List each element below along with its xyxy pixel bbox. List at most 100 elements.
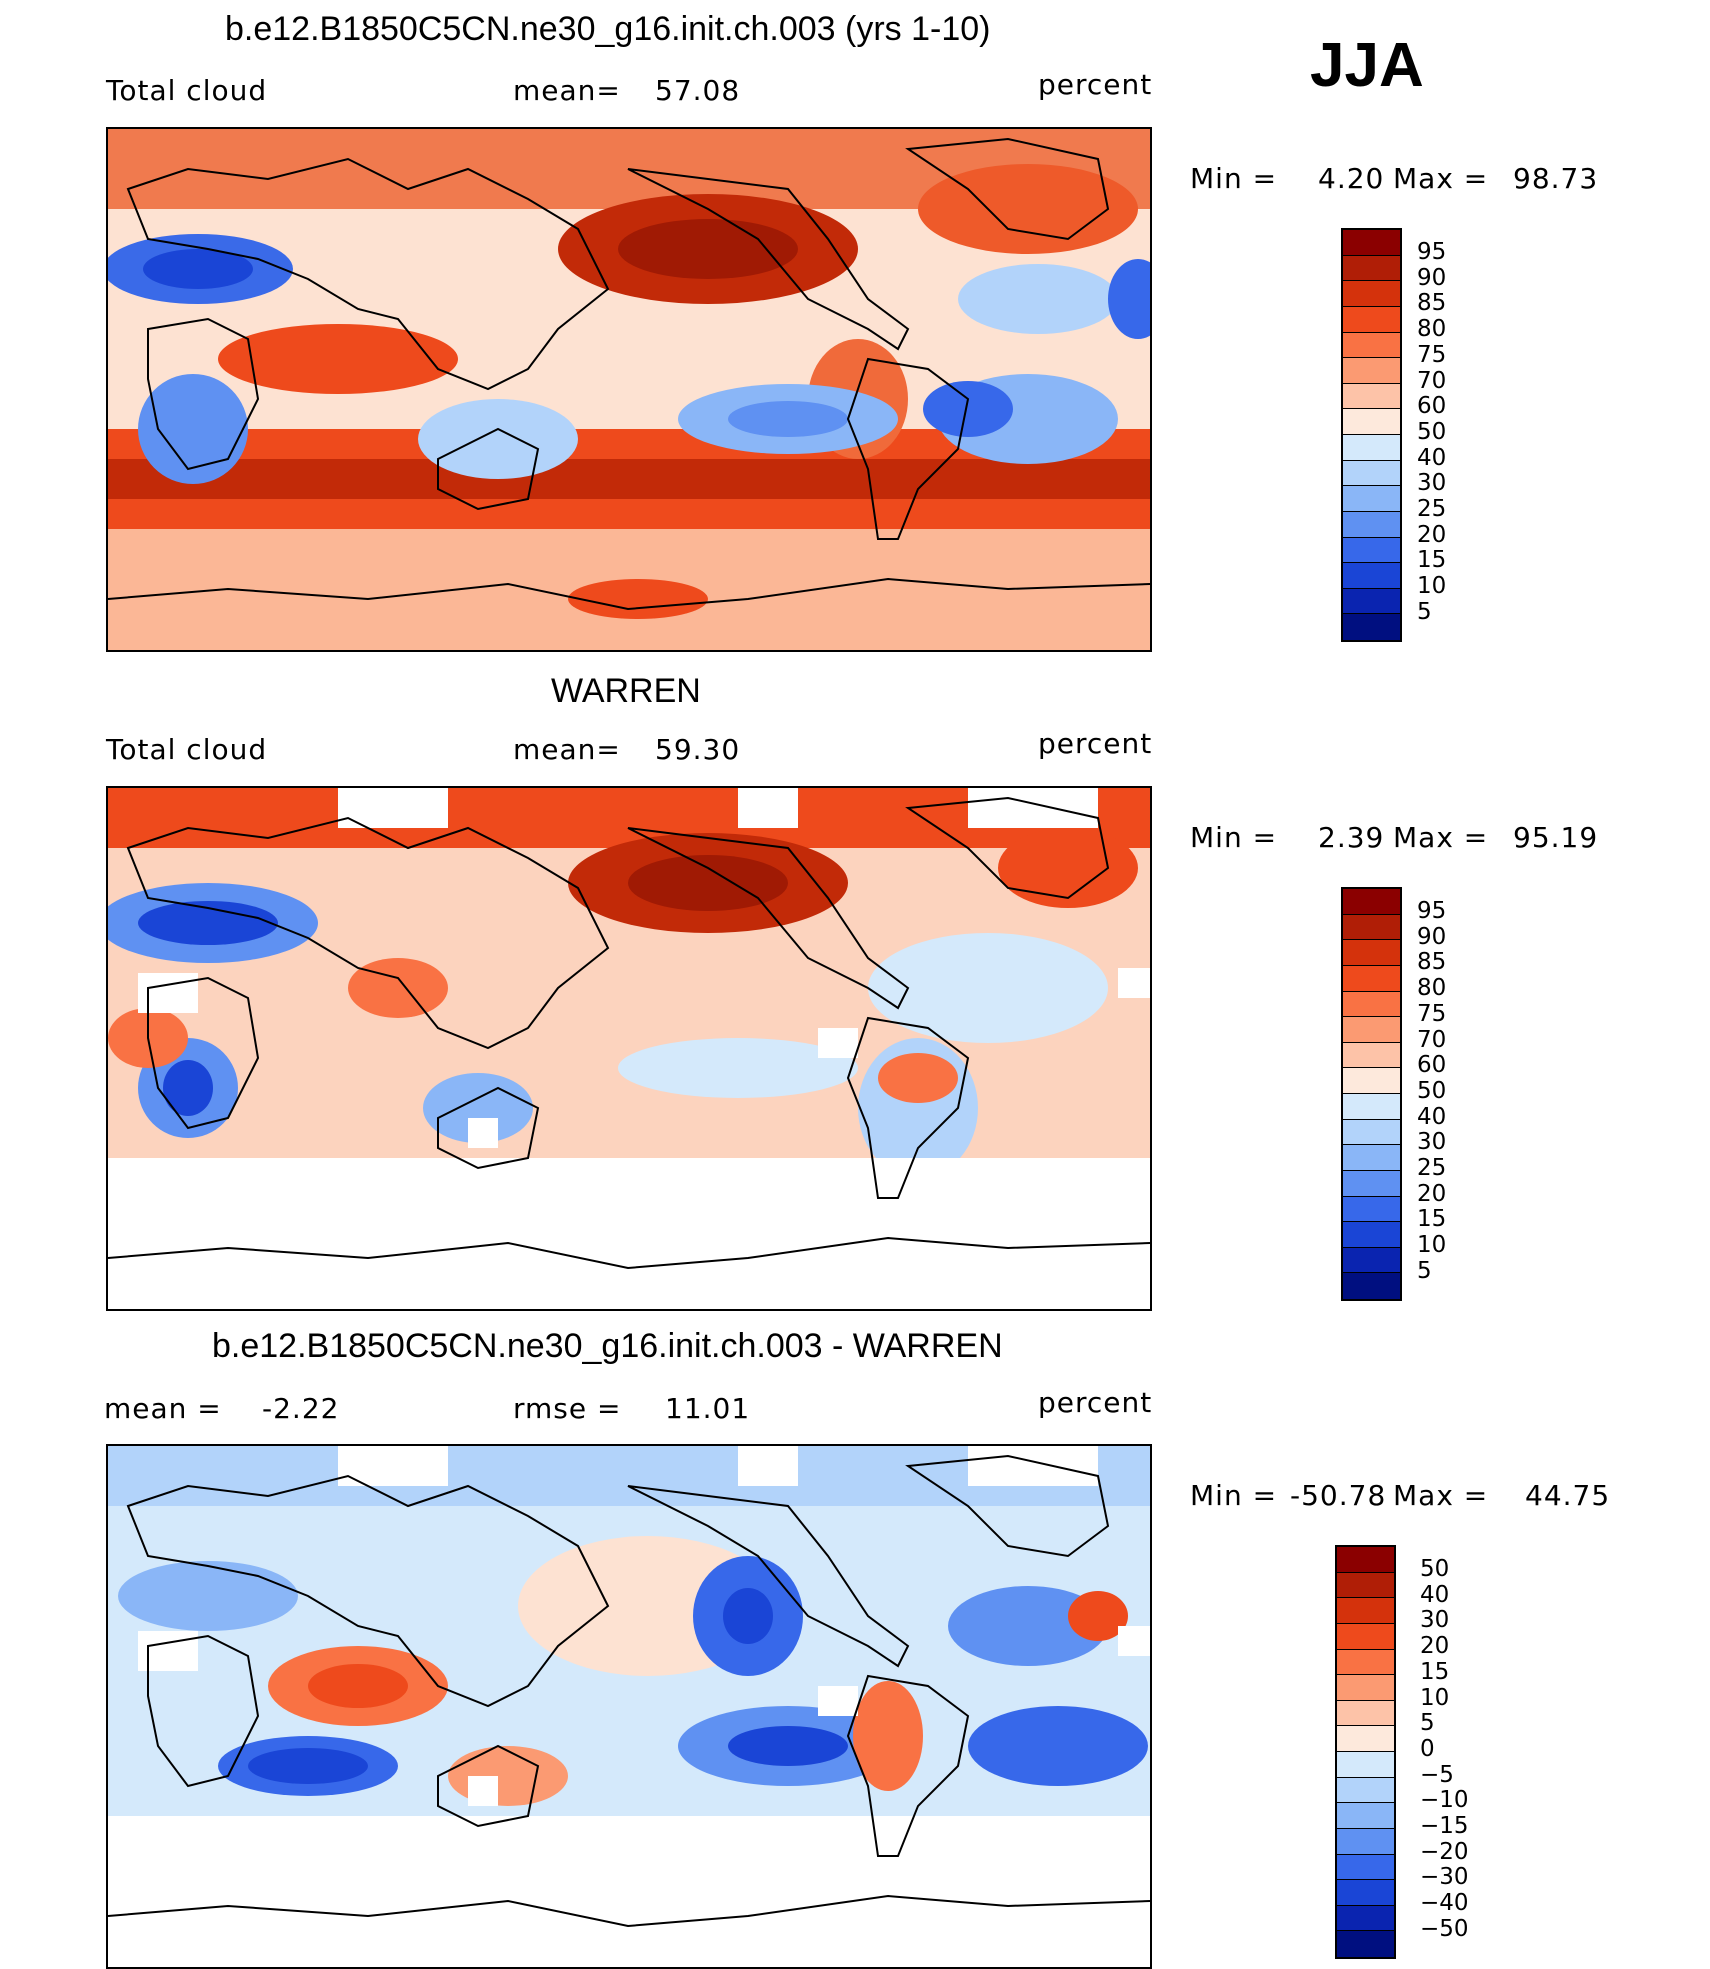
colorbar-swatch [1337,1649,1394,1676]
panel2-units: percent [1038,727,1153,760]
panel1-max-label: Max = [1393,162,1489,195]
panel3-colorbar [1335,1545,1396,1959]
colorbar-level-label: 80 [1417,316,1447,343]
colorbar-swatch [1343,230,1400,256]
colorbar-swatch [1337,1828,1394,1855]
colorbar-swatch [1343,1068,1400,1094]
colorbar-level-label: 60 [1417,393,1447,420]
colorbar-swatch [1337,1777,1394,1804]
panel1-title: b.e12.B1850C5CN.ne30_g16.init.ch.003 (yr… [225,10,991,48]
colorbar-swatch [1337,1854,1394,1881]
colorbar-level-label: 30 [1420,1607,1450,1634]
colorbar-swatch [1343,460,1400,487]
colorbar-level-label: 85 [1417,949,1447,976]
colorbar-swatch [1337,1547,1394,1573]
colorbar-level-label: −30 [1420,1864,1469,1891]
colorbar-swatch [1343,563,1400,589]
colorbar-swatch [1343,1042,1400,1069]
panel3-max-label: Max = [1393,1479,1489,1512]
colorbar-swatch [1343,383,1400,410]
colorbar-swatch [1343,435,1400,461]
colorbar-level-label: 20 [1417,1180,1447,1207]
colorbar-swatch [1343,281,1400,307]
colorbar-swatch [1343,1094,1400,1120]
season-label: JJA [1310,31,1424,100]
colorbar-level-label: 5 [1417,1257,1432,1284]
panel1-colorbar-labels: 95 90 85 80 75 70 60 50 40 30 25 20 15 10 5 [1417,239,1447,626]
colorbar-swatch [1343,537,1400,564]
panel2-colorbar-labels: 95 90 85 80 75 70 60 50 40 30 25 20 15 10 5 [1417,898,1447,1285]
colorbar-swatch [1343,965,1400,992]
colorbar-swatch [1343,511,1400,538]
colorbar-swatch [1343,914,1400,941]
colorbar-level-label: 60 [1417,1052,1447,1079]
panel2-colorbar [1341,887,1402,1301]
colorbar-swatch [1343,991,1400,1018]
panel2-title: WARREN [551,672,701,710]
colorbar-level-label: 40 [1420,1581,1450,1608]
colorbar-swatch [1337,1803,1394,1829]
colorbar-swatch [1343,1017,1400,1043]
colorbar-level-label: −5 [1420,1761,1454,1788]
colorbar-level-label: 15 [1420,1658,1450,1685]
colorbar-swatch [1337,1598,1394,1624]
panel2-max-label: Max = [1393,821,1489,854]
colorbar-level-label: 10 [1417,1232,1447,1259]
panel1-mean-label: mean= [513,74,621,107]
panel1-mean-value: 57.08 [655,74,741,107]
panel3-rmse-label: rmse = [513,1392,622,1425]
colorbar-swatch [1343,1247,1400,1274]
colorbar-swatch [1343,1145,1400,1171]
colorbar-swatch [1343,1196,1400,1223]
colorbar-swatch [1343,1222,1400,1248]
panel3-mean-label: mean = [104,1392,222,1425]
colorbar-swatch [1337,1675,1394,1701]
panel3-min-value: -50.78 [1290,1479,1387,1512]
panel3-map [106,1444,1152,1969]
colorbar-swatch [1337,1931,1394,1957]
panel1-min-value: 4.20 [1318,162,1385,195]
panel1-units: percent [1038,68,1153,101]
colorbar-swatch [1343,1170,1400,1197]
colorbar-level-label: 90 [1417,923,1447,950]
colorbar-level-label: 5 [1420,1710,1435,1737]
colorbar-level-label: 20 [1417,521,1447,548]
panel3-rmse-value: 11.01 [665,1392,751,1425]
colorbar-swatch [1343,306,1400,333]
panel1-variable-label: Total cloud [106,74,268,107]
colorbar-swatch [1343,332,1400,359]
colorbar-level-label: 30 [1417,1129,1447,1156]
panel3-colorbar-labels: 50 40 30 20 15 10 5 0 −5 −10 −15 −20 −30 −40 −50 [1420,1556,1469,1943]
colorbar-level-label: 90 [1417,264,1447,291]
colorbar-swatch [1337,1752,1394,1778]
panel2-min-label: Min = [1190,821,1278,854]
colorbar-level-label: 10 [1420,1684,1450,1711]
panel3-mean-value: -2.22 [262,1392,340,1425]
colorbar-swatch [1343,889,1400,915]
colorbar-swatch [1337,1700,1394,1727]
colorbar-level-label: 25 [1417,1155,1447,1182]
colorbar-swatch [1337,1623,1394,1650]
colorbar-level-label: −20 [1420,1838,1469,1865]
colorbar-level-label: 75 [1417,341,1447,368]
panel1-min-label: Min = [1190,162,1278,195]
colorbar-swatch [1337,1726,1394,1752]
colorbar-swatch [1337,1572,1394,1599]
colorbar-level-label: −15 [1420,1813,1469,1840]
colorbar-swatch [1337,1905,1394,1932]
panel1-max-value: 98.73 [1513,162,1599,195]
colorbar-level-label: 75 [1417,1000,1447,1027]
colorbar-level-label: 0 [1420,1735,1435,1762]
panel3-units: percent [1038,1386,1153,1419]
colorbar-level-label: 50 [1417,1077,1447,1104]
panel3-min-label: Min = [1190,1479,1278,1512]
colorbar-level-label: −10 [1420,1787,1469,1814]
panel3-max-value: 44.75 [1525,1479,1611,1512]
colorbar-swatch [1343,486,1400,512]
colorbar-swatch [1337,1880,1394,1906]
colorbar-level-label: 70 [1417,367,1447,394]
colorbar-swatch [1343,1273,1400,1299]
colorbar-level-label: 20 [1420,1633,1450,1660]
panel1-map [106,127,1152,652]
colorbar-level-label: 85 [1417,290,1447,317]
